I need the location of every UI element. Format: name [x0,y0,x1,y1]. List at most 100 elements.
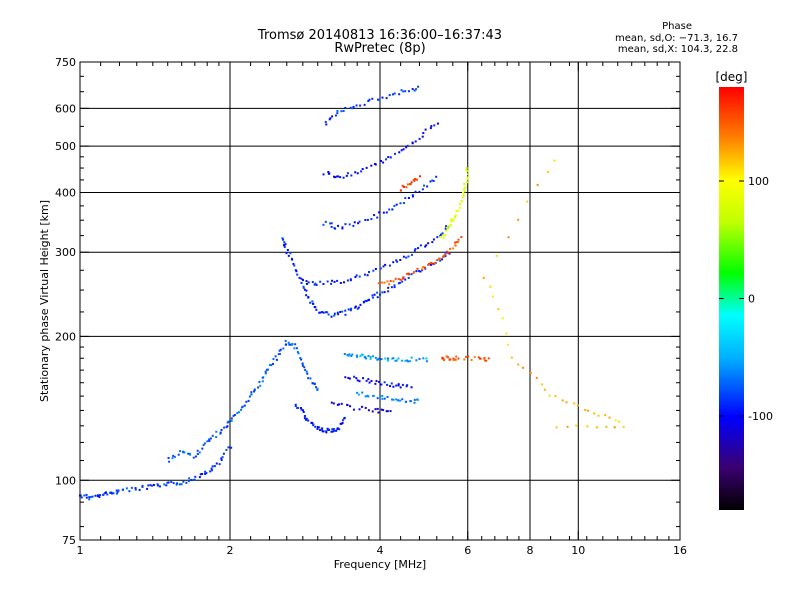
data-point [497,308,500,311]
data-point [226,425,229,428]
data-point [265,368,268,371]
data-point [337,224,340,227]
series-f1-lower-o [281,237,451,318]
data-point [536,183,539,186]
data-point [316,388,319,391]
chart-title: Tromsø 20140813 16:36:00–16:37:43 [257,28,503,43]
x-tick-label: 10 [571,544,585,557]
data-point [466,181,469,184]
data-point [187,480,190,483]
data-point [425,360,428,363]
data-point [367,354,370,357]
data-point [381,397,384,400]
data-point [344,313,347,316]
data-point [198,451,201,454]
data-point [358,408,361,411]
data-point [350,107,353,110]
data-point [405,186,408,189]
data-point [192,456,195,459]
data-point [371,294,374,297]
data-point [358,380,361,383]
data-point [454,244,457,247]
data-point [441,357,444,360]
data-point [467,355,470,358]
data-point [584,408,587,411]
data-point [303,366,306,369]
data-point [401,184,404,187]
data-point [392,398,395,401]
data-point [105,491,108,494]
data-point [410,386,413,389]
data-point [359,355,362,358]
data-point [361,405,364,408]
data-point [404,359,407,362]
data-point [357,393,360,396]
data-point [372,394,375,397]
data-point [407,360,410,363]
data-point [446,356,449,359]
data-point [429,263,432,266]
data-point [409,360,412,363]
data-point [305,294,308,297]
data-point [450,218,453,221]
data-point [411,142,414,145]
data-point [339,176,342,179]
data-point [406,183,409,186]
data-point [297,352,300,355]
data-point [470,359,473,362]
data-point [417,247,420,250]
data-point [392,280,395,283]
series-es-scatter [167,339,319,463]
data-point [397,399,400,402]
data-point [384,158,387,161]
data-point [386,395,389,398]
data-point [405,256,408,259]
data-point [401,280,404,283]
series-f-trace-x [377,236,463,286]
data-point [215,462,218,465]
data-point [400,89,403,92]
data-point [526,200,529,203]
data-point [322,311,325,314]
data-point [156,483,159,486]
data-point [380,408,383,411]
data-point [429,180,432,183]
data-point [366,218,369,221]
data-point [397,278,400,281]
data-point [201,472,204,475]
data-point [555,426,558,429]
data-point [281,237,284,240]
data-point [386,359,389,362]
data-point [278,349,281,352]
data-point [387,156,390,159]
data-point [333,280,336,283]
chart-subtitle: RwPretec (8p) [334,41,426,56]
data-point [457,209,460,212]
data-point [622,425,625,428]
data-point [364,355,367,358]
data-point [427,242,430,245]
data-point [321,311,324,314]
data-point [339,310,342,313]
data-point [158,485,161,488]
data-point [361,353,364,356]
data-point [448,224,451,227]
data-point [361,391,364,394]
data-point [376,296,379,299]
data-point [305,280,308,283]
colorbar-tick-label: 0 [748,293,755,306]
colorbar: [deg] 100 0 -100 [716,70,773,510]
data-point [157,484,160,487]
data-point [240,408,243,411]
data-point [339,422,342,425]
data-point [232,414,235,417]
data-point [326,280,329,283]
data-point [436,236,439,239]
data-point [417,270,420,273]
data-point [373,293,376,296]
data-point [389,156,392,159]
colorbar-tick-label: 100 [748,175,769,188]
data-point [361,168,364,171]
data-point [386,357,389,360]
data-point [187,452,190,455]
